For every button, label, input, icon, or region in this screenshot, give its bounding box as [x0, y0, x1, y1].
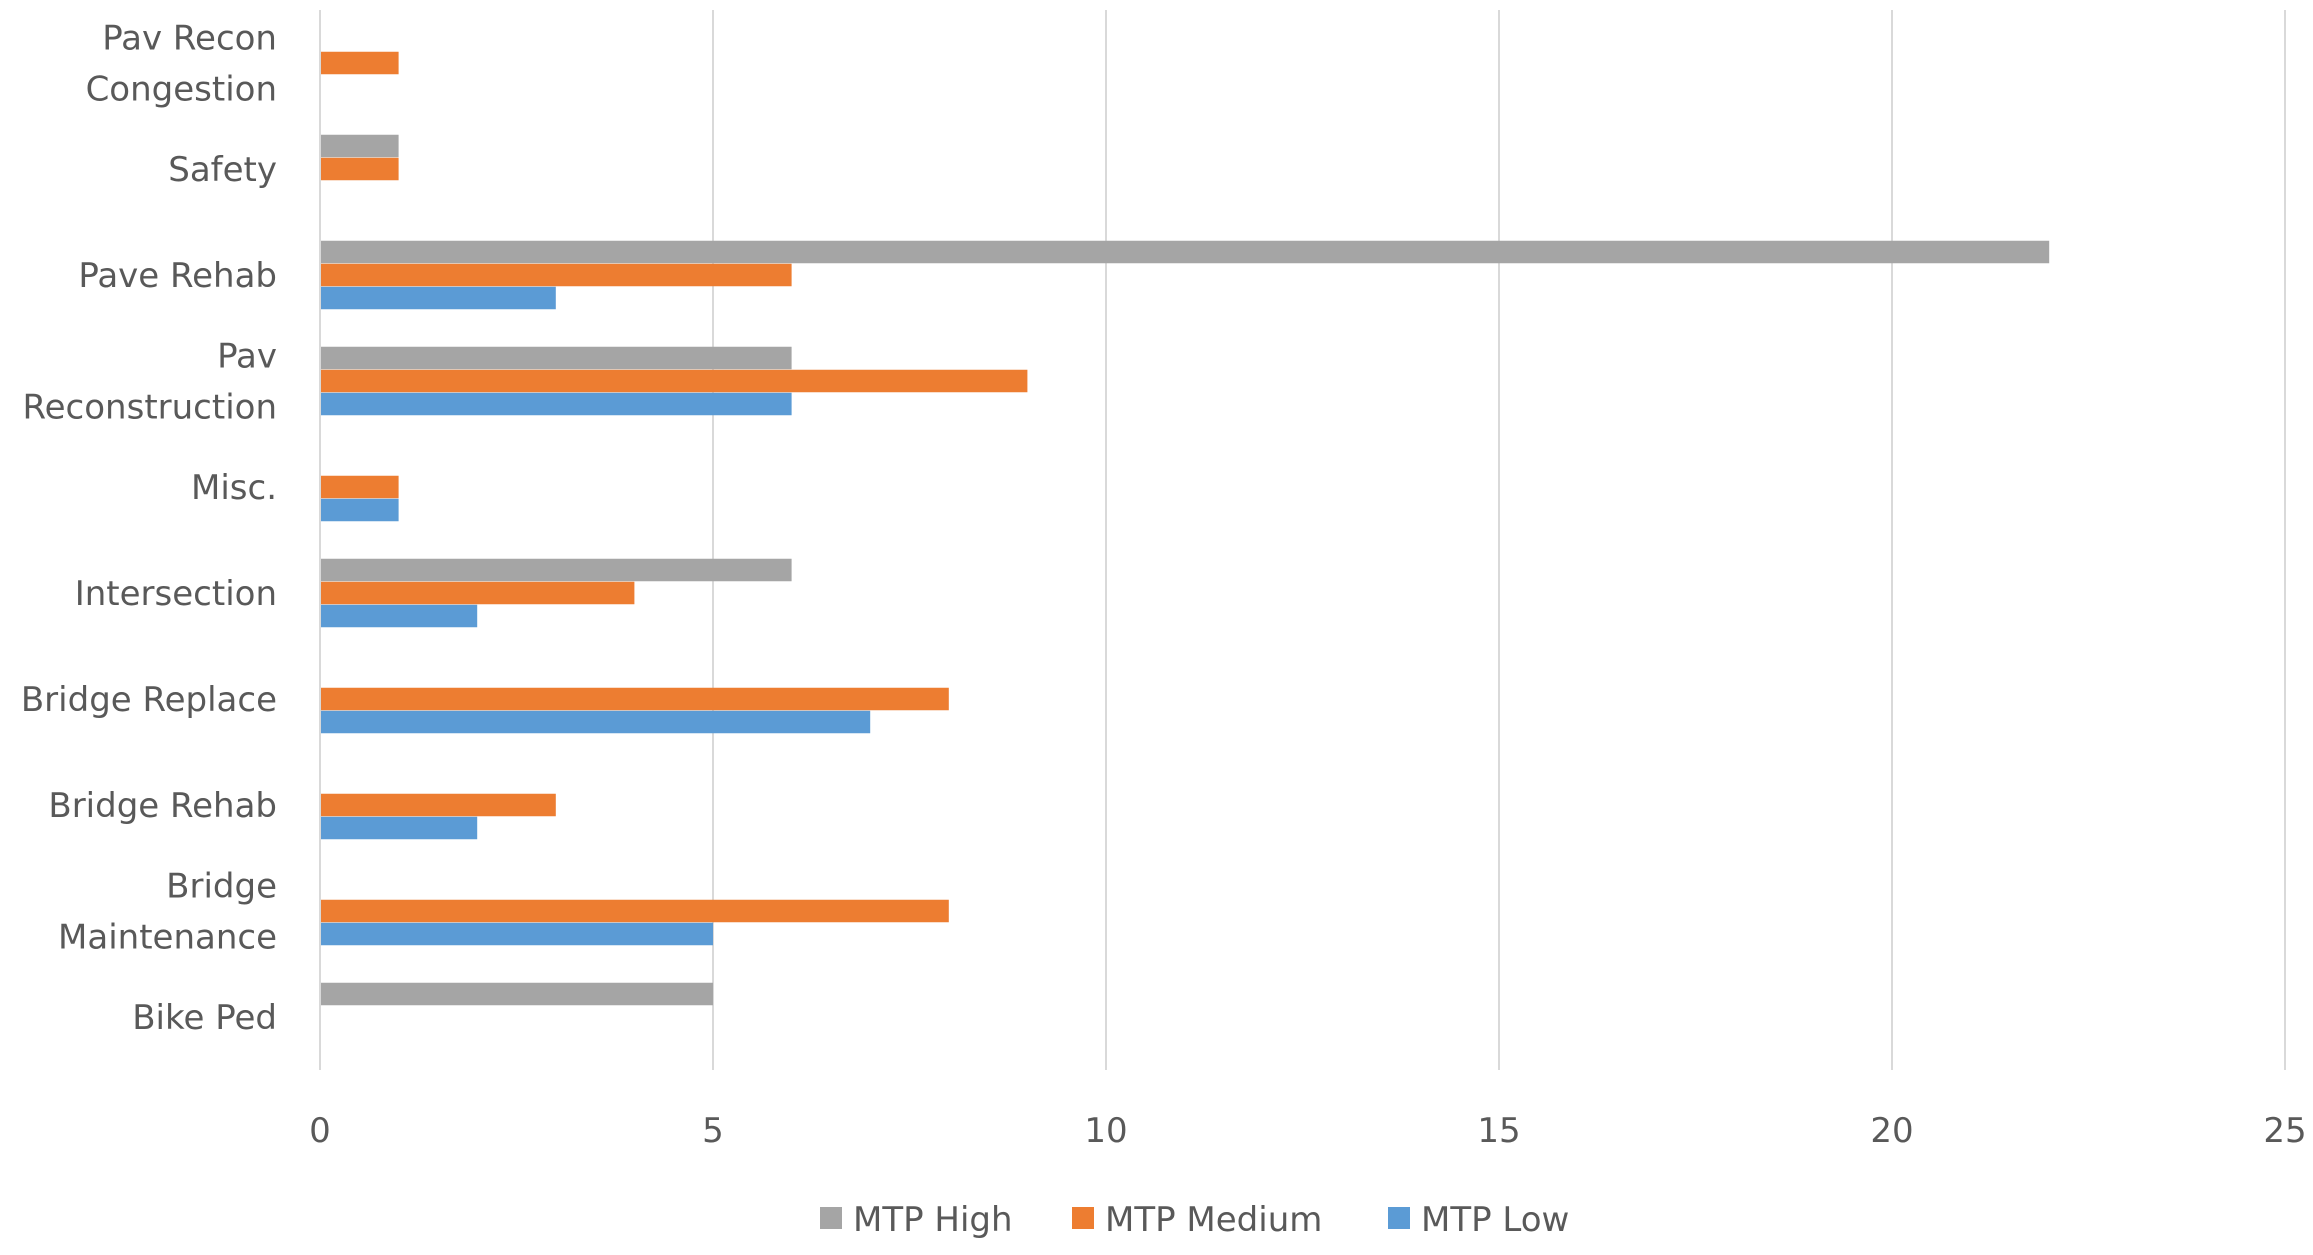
bar-mtp-high-8 — [320, 134, 399, 158]
category-label: Intersection — [75, 574, 277, 614]
bar-mtp-high-4 — [320, 558, 792, 582]
category-label-line: Bike Ped — [132, 998, 277, 1038]
x-tick-label: 25 — [2263, 1111, 2306, 1151]
category-label-line: Bridge Replace — [21, 680, 277, 720]
category-label: Misc. — [191, 468, 277, 508]
legend: MTP High MTP Medium MTP Low — [820, 1200, 1569, 1240]
bar-mtp-medium-1 — [320, 899, 949, 923]
legend-item-mtp-high: MTP High — [820, 1200, 1013, 1240]
bar-mtp-high-7 — [320, 240, 2050, 264]
category-label: Bridge Maintenance — [58, 867, 277, 958]
category-label: Bridge Replace — [21, 680, 277, 720]
category-label-line: Pave Rehab — [78, 256, 277, 296]
legend-item-mtp-medium: MTP Medium — [1072, 1200, 1322, 1240]
category-label-line: Maintenance — [58, 918, 277, 958]
bar-mtp-high-0 — [320, 982, 713, 1006]
x-tick-label: 10 — [1084, 1111, 1127, 1151]
category-label-line: Misc. — [191, 468, 277, 508]
bar-mtp-high-6 — [320, 346, 792, 370]
x-tick-label: 20 — [1870, 1111, 1913, 1151]
category-label-line: Reconstruction — [23, 388, 277, 428]
legend-label: MTP High — [853, 1200, 1013, 1240]
category-label: Pav Recon Congestion — [86, 19, 277, 110]
bars — [320, 51, 2050, 1006]
bar-mtp-medium-4 — [320, 581, 635, 605]
bar-mtp-low-5 — [320, 498, 399, 522]
bar-mtp-low-7 — [320, 286, 556, 310]
bar-mtp-medium-6 — [320, 369, 1028, 393]
bar-mtp-low-1 — [320, 922, 713, 946]
category-label-line: Pav — [217, 337, 277, 377]
bar-mtp-medium-5 — [320, 475, 399, 499]
legend-item-mtp-low: MTP Low — [1388, 1200, 1569, 1240]
category-label: Bridge Rehab — [48, 786, 277, 826]
bar-mtp-medium-8 — [320, 157, 399, 181]
category-label: Pav Reconstruction — [23, 337, 277, 428]
bar-mtp-low-3 — [320, 710, 871, 734]
bar-mtp-medium-3 — [320, 687, 949, 711]
x-tick-label: 15 — [1477, 1111, 1520, 1151]
category-label-line: Congestion — [86, 70, 277, 110]
x-tick-label: 0 — [309, 1111, 331, 1151]
bar-mtp-low-2 — [320, 816, 478, 840]
category-label-line: Intersection — [75, 574, 277, 614]
x-tick-label: 5 — [702, 1111, 724, 1151]
category-label: Pave Rehab — [78, 256, 277, 296]
gridlines — [712, 10, 2286, 1070]
legend-label: MTP Low — [1421, 1200, 1569, 1240]
category-label-line: Bridge Rehab — [48, 786, 277, 826]
bar-mtp-low-4 — [320, 604, 478, 628]
category-label: Bike Ped — [132, 998, 277, 1038]
legend-swatch — [1388, 1207, 1410, 1229]
bar-mtp-low-6 — [320, 392, 792, 416]
category-label-line: Safety — [168, 150, 277, 190]
category-label-line: Pav Recon — [102, 19, 277, 59]
category-label-line: Bridge — [166, 867, 277, 907]
legend-label: MTP Medium — [1105, 1200, 1322, 1240]
legend-swatch — [1072, 1207, 1094, 1229]
bar-mtp-medium-2 — [320, 793, 556, 817]
bar-mtp-medium-9 — [320, 51, 399, 75]
bar-mtp-medium-7 — [320, 263, 792, 287]
legend-swatch — [820, 1207, 842, 1229]
category-label: Safety — [168, 150, 277, 190]
